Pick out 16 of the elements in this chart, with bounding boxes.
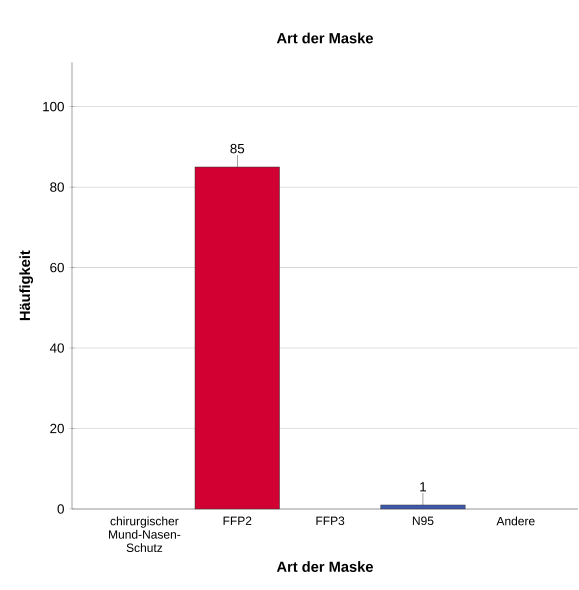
y-tick-label: 60 bbox=[50, 262, 64, 272]
y-tick-label: 100 bbox=[43, 102, 64, 112]
y-tick-label: 40 bbox=[50, 343, 64, 353]
x-axis-title: Art der Maske bbox=[276, 561, 373, 572]
x-tick-label: FFP3 bbox=[316, 516, 344, 526]
x-tick-label: chirurgischer Mund-Nasen-Schutz bbox=[109, 516, 180, 552]
x-tick-label: N95 bbox=[412, 516, 434, 526]
chart-title: Art der Maske bbox=[276, 32, 373, 44]
y-tick-label: 80 bbox=[50, 182, 64, 192]
y-tick-label: 0 bbox=[58, 504, 64, 514]
data-label: 85 bbox=[230, 144, 244, 154]
x-tick-label: Andere bbox=[496, 516, 535, 526]
x-tick-label: FFP2 bbox=[224, 516, 252, 525]
y-tick-label: 20 bbox=[50, 424, 64, 434]
data-label: 1 bbox=[420, 482, 426, 492]
y-axis-title: Häufigkeit bbox=[19, 250, 34, 320]
